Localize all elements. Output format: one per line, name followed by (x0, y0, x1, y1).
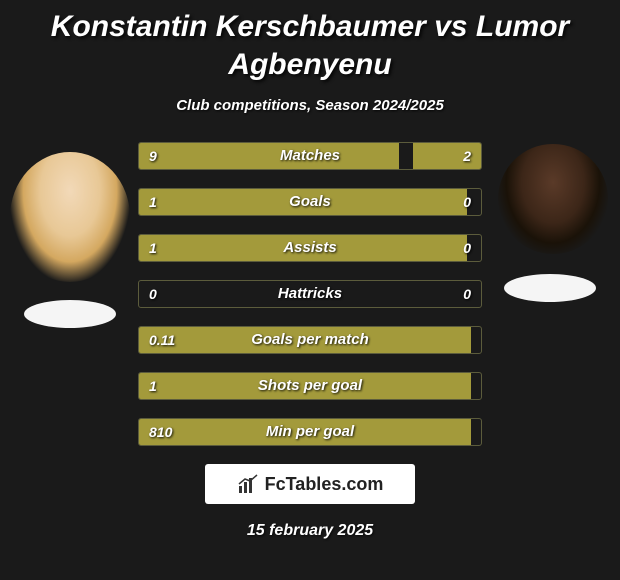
stat-label: Goals (139, 189, 481, 215)
player-right-avatar (498, 144, 608, 254)
page-title: Konstantin Kerschbaumer vs Lumor Agbenye… (0, 0, 620, 87)
branding-badge: FcTables.com (205, 464, 415, 504)
stat-label: Shots per goal (139, 373, 481, 399)
stat-value-right: 0 (463, 235, 471, 261)
stat-value-right: 0 (463, 189, 471, 215)
player-left-avatar (10, 152, 130, 282)
stat-row: 0.11 Goals per match (138, 326, 482, 354)
date-label: 15 february 2025 (0, 522, 620, 540)
stat-label: Hattricks (139, 281, 481, 307)
chart-icon (237, 473, 259, 495)
stat-row: 1 Shots per goal (138, 372, 482, 400)
comparison-panel: 9 Matches 2 1 Goals 0 1 Assists 0 0 Hatt… (0, 142, 620, 540)
stat-row: 810 Min per goal (138, 418, 482, 446)
stat-value-right: 0 (463, 281, 471, 307)
stat-row: 9 Matches 2 (138, 142, 482, 170)
stat-value-right: 2 (463, 143, 471, 169)
stat-label: Goals per match (139, 327, 481, 353)
player-right-club-badge (504, 274, 596, 302)
stat-label: Matches (139, 143, 481, 169)
stat-row: 1 Assists 0 (138, 234, 482, 262)
stats-bars: 9 Matches 2 1 Goals 0 1 Assists 0 0 Hatt… (138, 142, 482, 446)
player-left-club-badge (24, 300, 116, 328)
stat-label: Min per goal (139, 419, 481, 445)
stat-label: Assists (139, 235, 481, 261)
stat-row: 1 Goals 0 (138, 188, 482, 216)
subtitle: Club competitions, Season 2024/2025 (0, 97, 620, 114)
stat-row: 0 Hattricks 0 (138, 280, 482, 308)
branding-text: FcTables.com (265, 474, 384, 495)
